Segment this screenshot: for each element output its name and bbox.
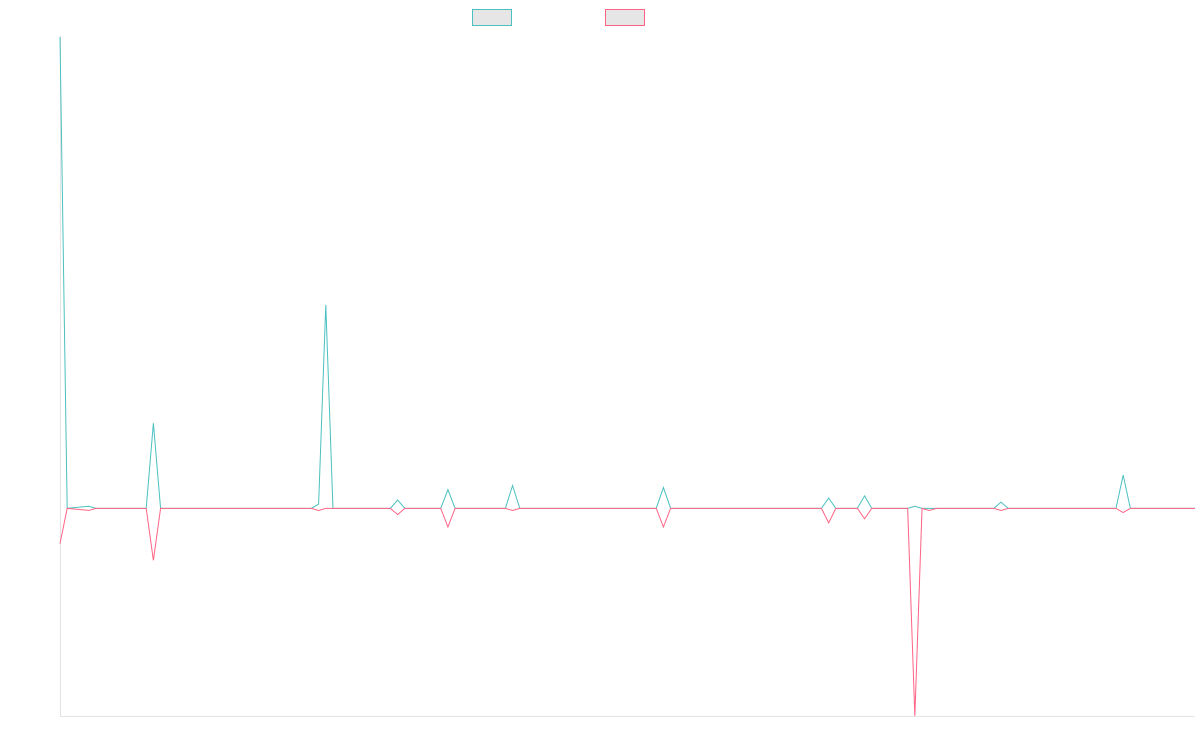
legend-swatch-1[interactable] bbox=[472, 9, 512, 26]
series-line-2 bbox=[59, 507, 1195, 717]
legend-swatch-2[interactable] bbox=[605, 9, 645, 26]
series-line-1 bbox=[59, 36, 1195, 509]
series-group bbox=[59, 36, 1195, 717]
legend bbox=[472, 9, 645, 26]
axes bbox=[60, 36, 1195, 717]
